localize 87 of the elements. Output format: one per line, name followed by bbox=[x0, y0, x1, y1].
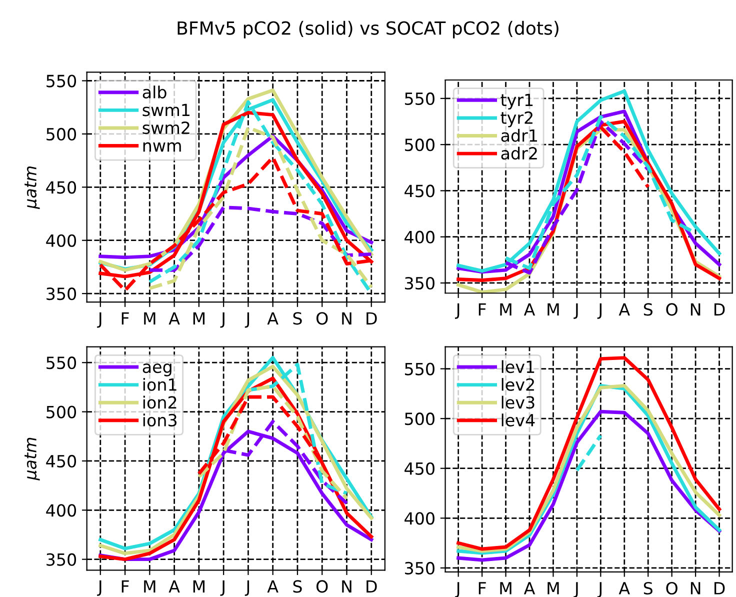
x-tick-label: N bbox=[690, 582, 700, 594]
x-tick-label: N bbox=[342, 312, 352, 324]
legend-label: ion2 bbox=[143, 396, 176, 409]
x-tick-label: D bbox=[714, 582, 725, 594]
y-tick-label: 400 bbox=[404, 230, 434, 244]
legend-label: lev2 bbox=[502, 378, 534, 391]
y-tick-label: 350 bbox=[46, 288, 76, 300]
y-tick-label: 500 bbox=[405, 138, 434, 152]
x-tick-label: J bbox=[244, 580, 250, 596]
x-tick-label: A bbox=[618, 303, 630, 316]
y-axis-title: μatm bbox=[24, 438, 40, 481]
x-tick-label: D bbox=[366, 312, 377, 324]
x-tick-label: F bbox=[478, 582, 486, 594]
legend-label: nwm bbox=[143, 142, 181, 152]
y-tick-label: 350 bbox=[46, 553, 76, 566]
y-tick-label: 400 bbox=[46, 504, 76, 517]
x-tick-label: A bbox=[267, 580, 278, 593]
x-tick-label: M bbox=[500, 303, 512, 316]
y-tick-label: 500 bbox=[46, 406, 76, 418]
y-tick-label: 550 bbox=[405, 362, 434, 376]
x-tick-label: N bbox=[690, 303, 700, 316]
legend-label: aeg bbox=[142, 364, 172, 376]
legend-label: ion1 bbox=[143, 378, 176, 391]
x-tick-label: S bbox=[644, 303, 652, 316]
y-tick-label: 550 bbox=[46, 356, 76, 370]
legend-label: tyr1 bbox=[500, 94, 533, 110]
y-tick-label: 450 bbox=[404, 184, 434, 198]
y-tick-label: 450 bbox=[46, 181, 76, 194]
x-tick-label: S bbox=[293, 312, 302, 325]
legend-label: lev3 bbox=[502, 396, 534, 409]
x-tick-label: J bbox=[220, 580, 224, 596]
legend-label: swm2 bbox=[142, 121, 190, 134]
y-tick-label: 550 bbox=[46, 74, 76, 88]
y-tick-label: 450 bbox=[404, 462, 434, 475]
y-tick-label: 550 bbox=[405, 92, 434, 106]
y-tick-label: 400 bbox=[46, 234, 76, 247]
y-tick-label: 400 bbox=[404, 512, 434, 525]
y-tick-label: 350 bbox=[405, 276, 434, 290]
legend-label: swm1 bbox=[142, 104, 190, 116]
x-tick-label: M bbox=[500, 582, 512, 594]
x-tick-label: S bbox=[644, 582, 652, 595]
x-tick-label: F bbox=[478, 303, 486, 316]
x-tick-label: A bbox=[618, 582, 630, 594]
x-tick-label: M bbox=[548, 303, 559, 316]
line-series bbox=[456, 410, 722, 562]
y-tick-label: 500 bbox=[46, 128, 76, 141]
x-tick-label: O bbox=[316, 312, 328, 325]
x-tick-label: D bbox=[366, 580, 377, 593]
x-tick-label: J bbox=[455, 303, 460, 319]
x-tick-label: N bbox=[342, 580, 352, 593]
y-axis-title: μatm bbox=[24, 166, 40, 210]
legend-label: lev1 bbox=[502, 360, 534, 374]
x-tick-label: S bbox=[293, 580, 302, 593]
legend-label: alb bbox=[142, 86, 166, 98]
line-series bbox=[148, 206, 374, 272]
x-tick-label: M bbox=[193, 580, 204, 593]
chart-title: BFMv5 pCO2 (solid) vs SOCAT pCO2 (dots) bbox=[178, 20, 558, 38]
legend-label: tyr2 bbox=[500, 111, 532, 128]
x-tick-label: A bbox=[524, 303, 536, 316]
x-tick-label: A bbox=[168, 580, 180, 593]
x-tick-label: J bbox=[597, 303, 602, 319]
x-tick-label: A bbox=[168, 312, 180, 324]
x-tick-label: O bbox=[666, 582, 678, 595]
line-series bbox=[197, 384, 348, 500]
legend-label: ion3 bbox=[143, 414, 177, 426]
x-tick-label: O bbox=[666, 303, 678, 316]
x-tick-label: A bbox=[524, 582, 536, 594]
x-tick-label: J bbox=[244, 312, 250, 328]
x-tick-label: J bbox=[574, 303, 578, 319]
x-tick-label: M bbox=[193, 312, 204, 324]
y-tick-label: 350 bbox=[405, 562, 434, 575]
legend-label: adr2 bbox=[501, 146, 537, 160]
x-tick-label: J bbox=[97, 580, 102, 596]
x-tick-label: F bbox=[122, 312, 129, 324]
x-tick-label: F bbox=[122, 580, 129, 593]
x-tick-label: J bbox=[220, 312, 224, 328]
y-tick-label: 450 bbox=[46, 454, 76, 468]
x-tick-label: A bbox=[267, 312, 278, 324]
legend-label: adr1 bbox=[501, 128, 537, 142]
x-tick-label: M bbox=[548, 582, 559, 594]
x-tick-label: O bbox=[316, 580, 328, 593]
x-tick-label: M bbox=[144, 580, 156, 593]
y-tick-label: 500 bbox=[405, 412, 434, 426]
x-tick-label: D bbox=[714, 303, 725, 316]
x-tick-label: J bbox=[97, 312, 102, 328]
x-tick-label: M bbox=[144, 312, 156, 324]
legend-label: lev4 bbox=[502, 414, 535, 426]
